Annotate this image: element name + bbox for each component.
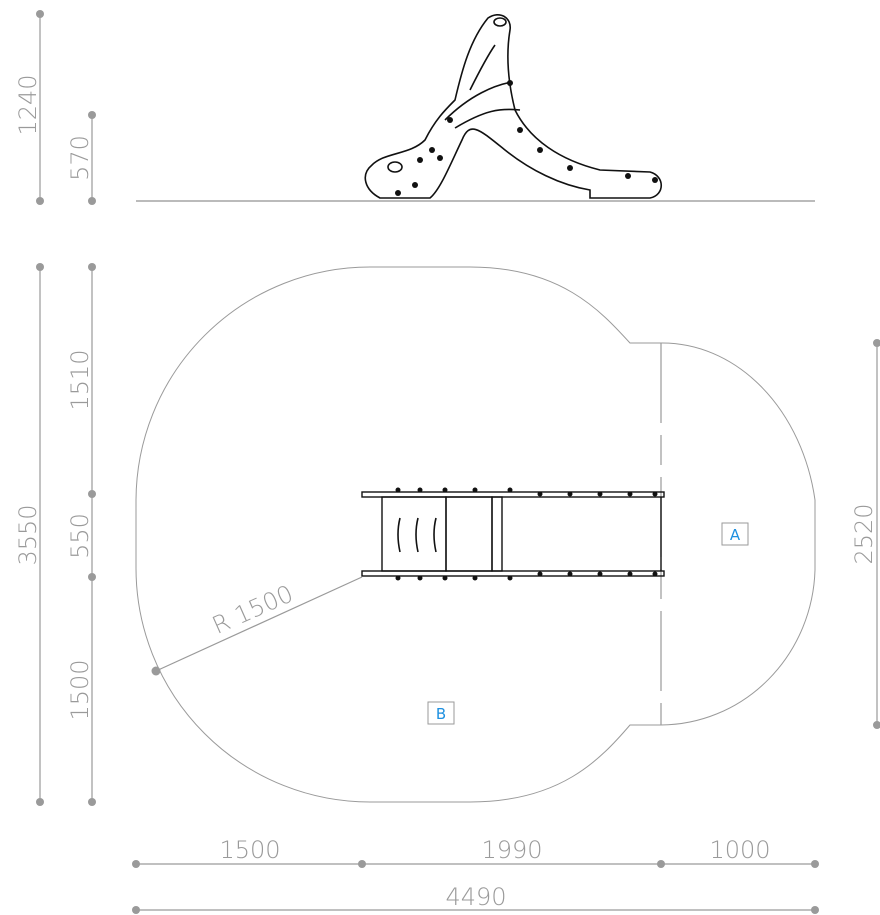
- safety-zone: [135, 266, 816, 803]
- slide-plan-view: [361, 487, 665, 581]
- dim-label: 1510: [66, 349, 94, 410]
- zone-label: B: [436, 705, 446, 723]
- dim-label: 3550: [14, 504, 42, 565]
- dim-label: 1500: [66, 659, 94, 720]
- zone-box: [427, 701, 455, 725]
- dim-label: 1000: [709, 836, 770, 864]
- plan-bottom-dimensions: 1500 1990 1000 4490: [132, 836, 819, 914]
- dim-label: 1240: [14, 74, 42, 135]
- side-dimensions: 1240 570: [14, 10, 96, 205]
- dim-label: 2520: [850, 503, 878, 564]
- dim-label: 1500: [219, 836, 280, 864]
- slide-side-view: [364, 14, 663, 199]
- dim-label: 550: [66, 513, 94, 559]
- zone-box: [721, 522, 749, 546]
- dim-label: 1990: [481, 836, 542, 864]
- radius-label: R 1500: [208, 580, 297, 640]
- plan-right-dimension: 2520: [850, 339, 880, 729]
- radius-line: [155, 576, 363, 672]
- plan-left-dimensions: 3550 1510 550 1500: [14, 263, 96, 806]
- zone-label: A: [730, 526, 741, 544]
- dim-label: 4490: [445, 883, 506, 911]
- dim-label: 570: [66, 135, 94, 181]
